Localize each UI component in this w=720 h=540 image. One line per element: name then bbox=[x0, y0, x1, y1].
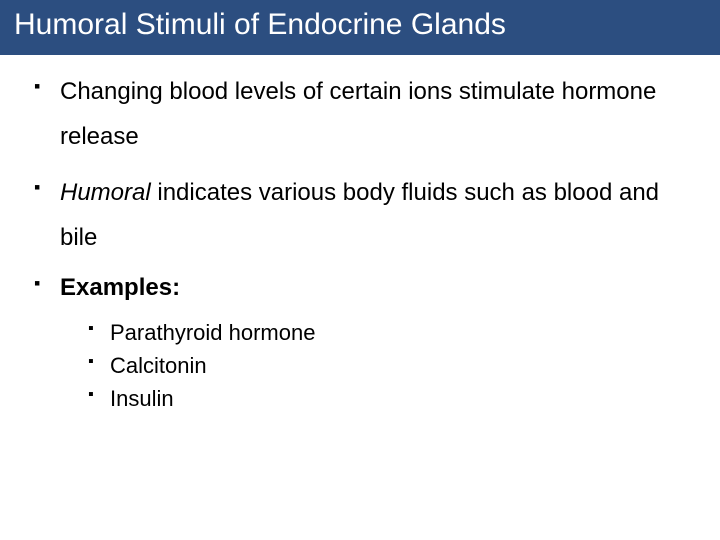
list-item: Changing blood levels of certain ions st… bbox=[30, 69, 690, 160]
slide: Humoral Stimuli of Endocrine Glands Chan… bbox=[0, 0, 720, 540]
sub-bullet-text: Insulin bbox=[110, 386, 174, 411]
bullet-text: indicates various body fluids such as bl… bbox=[60, 179, 659, 252]
sub-bullet-text: Parathyroid hormone bbox=[110, 320, 315, 345]
bullet-text: Changing blood levels of certain ions st… bbox=[60, 78, 656, 151]
sub-bullet-text: Calcitonin bbox=[110, 353, 207, 378]
slide-title: Humoral Stimuli of Endocrine Glands bbox=[14, 8, 506, 41]
list-item: Examples: Parathyroid hormone Calcitonin… bbox=[30, 271, 690, 415]
sub-list-item: Insulin bbox=[88, 384, 690, 415]
sub-list-item: Calcitonin bbox=[88, 351, 690, 382]
title-bar: Humoral Stimuli of Endocrine Glands bbox=[0, 0, 720, 55]
slide-body: Changing blood levels of certain ions st… bbox=[0, 55, 720, 415]
bullet-list: Changing blood levels of certain ions st… bbox=[30, 69, 690, 415]
list-item: Humoral indicates various body fluids su… bbox=[30, 170, 690, 261]
bullet-text-bold: Examples: bbox=[60, 274, 180, 301]
sub-list-item: Parathyroid hormone bbox=[88, 318, 690, 349]
bullet-text-italic: Humoral bbox=[60, 179, 151, 206]
sub-list: Parathyroid hormone Calcitonin Insulin bbox=[60, 318, 690, 414]
